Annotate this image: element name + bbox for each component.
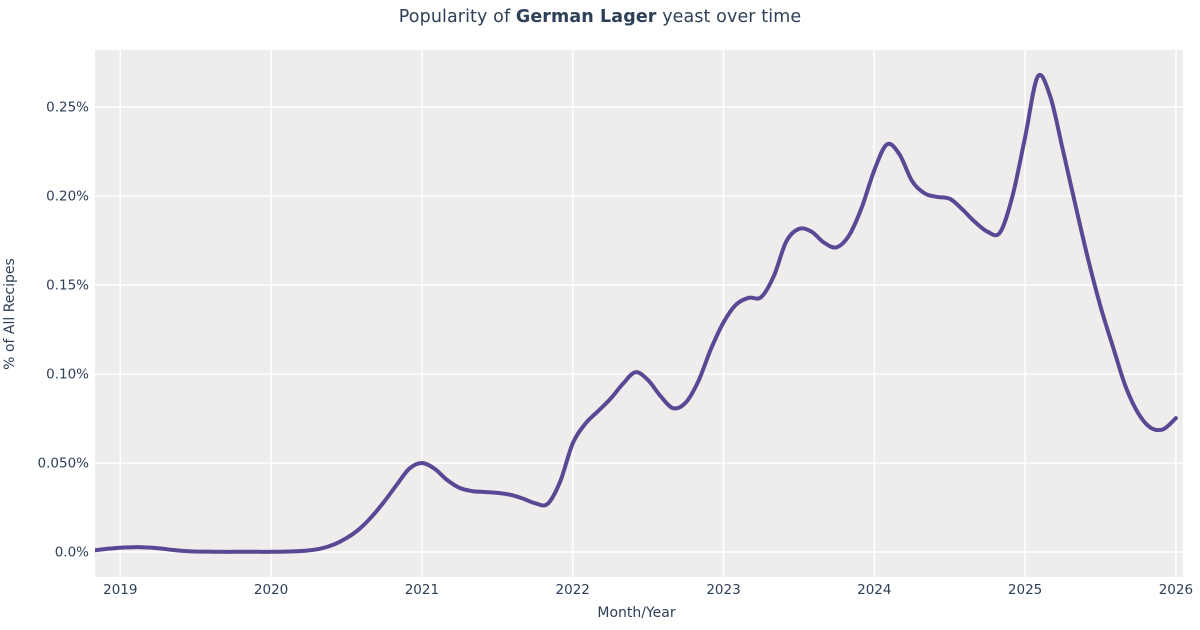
x-tick-label: 2022 — [556, 582, 590, 598]
x-tick-label: 2026 — [1159, 582, 1193, 598]
plot-panel — [95, 50, 1183, 577]
y-tick-label: 0.20% — [46, 189, 89, 205]
chart-title: Popularity of German Lager yeast over ti… — [0, 7, 1200, 27]
chart-title-prefix: Popularity of — [398, 7, 516, 27]
y-tick-label: 0.0% — [55, 545, 89, 561]
y-axis-tick-labels: 0.0% 0.050% 0.10% 0.15% 0.20% 0.25% — [38, 100, 90, 561]
x-tick-label: 2024 — [857, 582, 891, 598]
y-tick-label: 0.25% — [46, 100, 89, 116]
y-tick-label: 0.15% — [46, 278, 89, 294]
x-axis-tick-labels: 2019 2020 2021 2022 2023 2024 2025 2026 — [103, 582, 1193, 598]
x-tick-label: 2019 — [103, 582, 137, 598]
x-tick-label: 2023 — [706, 582, 740, 598]
chart-title-emphasis: German Lager — [515, 7, 657, 27]
x-tick-label: 2020 — [254, 582, 288, 598]
chart-title-suffix: yeast over time — [656, 7, 802, 27]
x-axis-label: Month/Year — [597, 605, 676, 621]
x-tick-label: 2025 — [1008, 582, 1042, 598]
y-tick-label: 0.050% — [38, 456, 90, 472]
y-tick-label: 0.10% — [46, 367, 89, 383]
y-axis-label: % of All Recipes — [2, 258, 18, 370]
x-tick-label: 2021 — [405, 582, 439, 598]
series-line-german-lager — [95, 73, 1178, 554]
